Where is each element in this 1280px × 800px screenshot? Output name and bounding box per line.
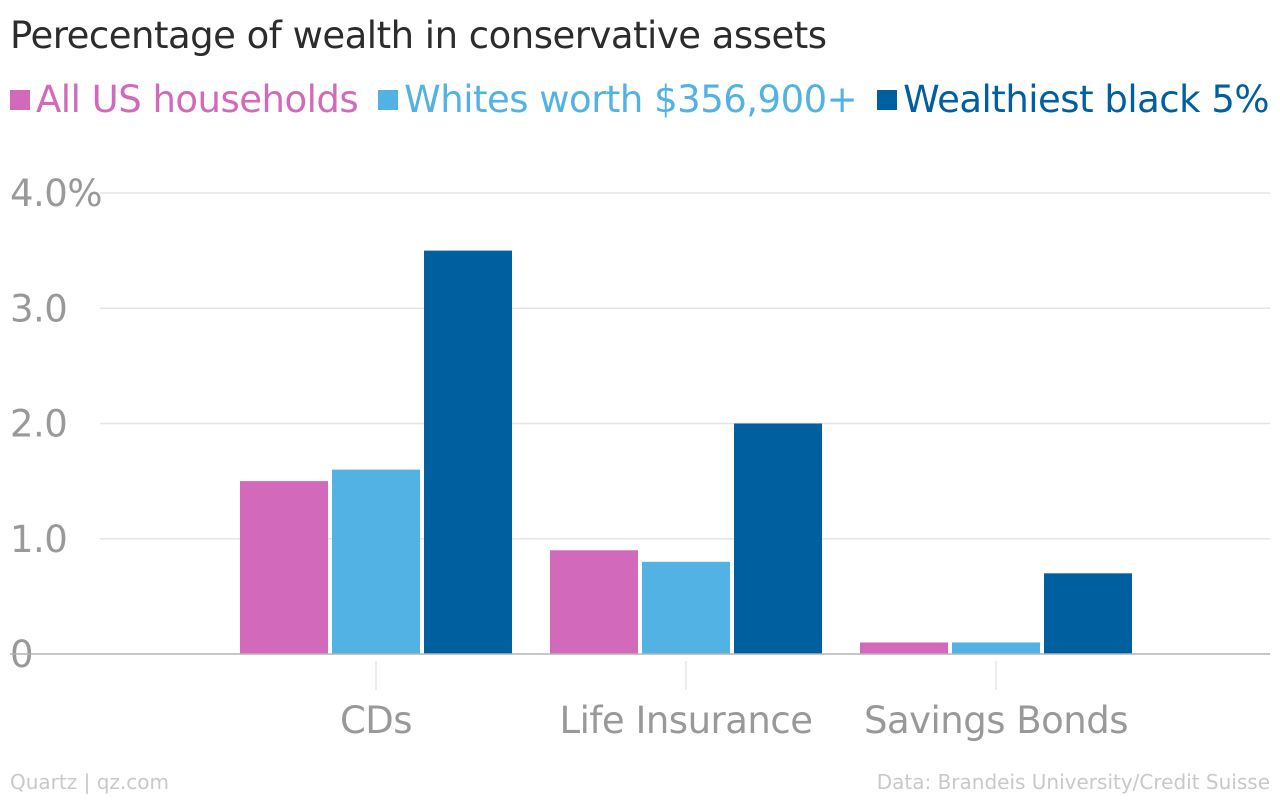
footer-source-right: Data: Brandeis University/Credit Suisse — [876, 770, 1270, 794]
bar-life-insurance-series-0 — [550, 550, 638, 654]
x-tick-label: Life Insurance — [560, 699, 813, 742]
bar-chart: 01.02.03.04.0% CDs Life Insurance Savings … — [10, 172, 1270, 742]
gridlines — [100, 192, 1270, 540]
footer-source-left: Quartz | qz.com — [10, 770, 169, 794]
chart-title: Perecentage of wealth in conservative as… — [10, 14, 827, 57]
legend-item-all-us-households: All US households — [10, 78, 359, 121]
legend-swatch-whites — [378, 89, 399, 110]
x-axis-labels: CDs Life Insurance Savings Bonds — [340, 699, 1129, 742]
x-tick-label: Savings Bonds — [864, 699, 1128, 742]
y-tick-label: 1.0 — [10, 518, 67, 561]
y-tick-label: 3.0 — [10, 287, 67, 330]
bar-savings-bonds-series-0 — [860, 642, 948, 654]
y-tick-label: 2.0 — [10, 403, 67, 446]
legend-item-whites: Whites worth $356,900+ — [378, 78, 858, 121]
bar-life-insurance-series-1 — [642, 561, 730, 654]
legend-label-whites: Whites worth $356,900+ — [404, 78, 858, 121]
legend-swatch-all-us-households — [10, 89, 30, 110]
bar-savings-bonds-series-2 — [1044, 573, 1132, 654]
legend-label-all-us-households: All US households — [36, 78, 359, 121]
bar-cds-series-1 — [332, 469, 420, 654]
bars — [240, 250, 1132, 654]
bar-cds-series-0 — [240, 481, 328, 654]
legend-swatch-wealthiest-black — [877, 89, 898, 110]
legend-item-wealthiest-black: Wealthiest black 5% — [877, 78, 1270, 121]
y-axis-labels: 01.02.03.04.0% — [10, 172, 103, 676]
bar-savings-bonds-series-1 — [952, 642, 1040, 654]
chart-legend: All US households Whites worth $356,900+… — [10, 78, 1280, 121]
y-tick-label: 4.0% — [10, 172, 102, 215]
x-axis-ticks — [375, 661, 997, 690]
bar-life-insurance-series-2 — [734, 423, 822, 654]
legend-label-wealthiest-black: Wealthiest black 5% — [903, 78, 1270, 121]
x-tick-label: CDs — [340, 699, 412, 742]
bar-cds-series-2 — [424, 250, 512, 654]
